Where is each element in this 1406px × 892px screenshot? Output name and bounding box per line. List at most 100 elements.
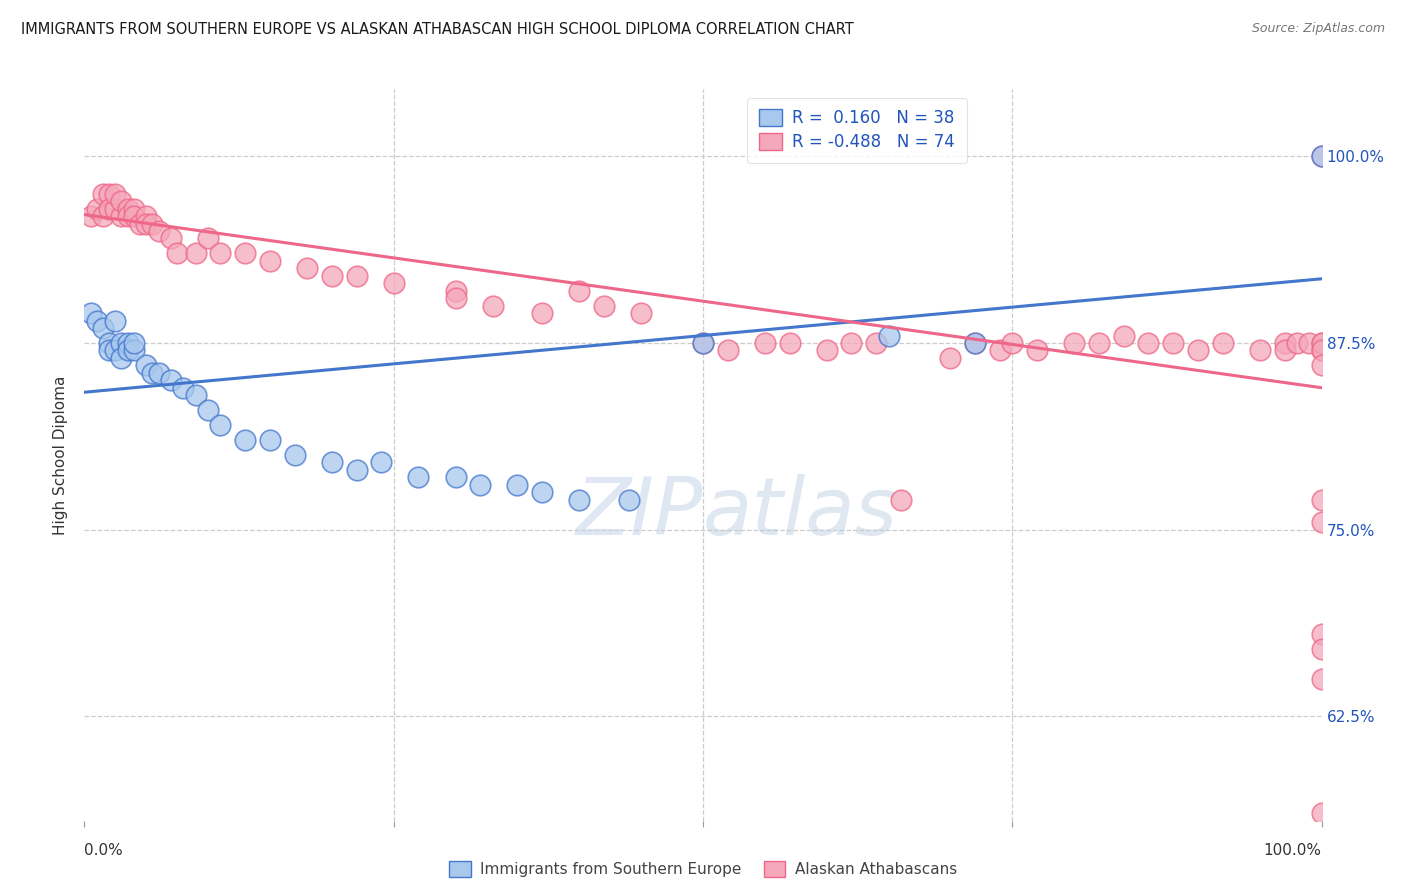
Point (444, 284, 467, 298)
Point (965, 335, 987, 350)
Point (104, 313, 127, 327)
Point (197, 403, 219, 417)
Point (1310, 492, 1333, 507)
Point (568, 492, 591, 507)
Point (841, 335, 863, 350)
Point (117, 202, 139, 216)
Point (506, 477, 529, 491)
Point (988, 343, 1011, 358)
Point (209, 418, 232, 433)
Point (1310, 642, 1333, 657)
Point (531, 306, 554, 320)
Point (110, 209, 132, 223)
Point (444, 470, 467, 484)
Point (98, 186, 121, 201)
Point (122, 343, 145, 358)
Point (91, 186, 114, 201)
Point (692, 335, 714, 350)
Point (86, 313, 108, 327)
Point (779, 335, 801, 350)
Point (1274, 335, 1296, 350)
Point (122, 202, 145, 216)
Point (617, 492, 640, 507)
Point (135, 209, 157, 223)
Point (568, 284, 591, 298)
Point (160, 373, 183, 387)
Point (184, 388, 207, 402)
Point (1310, 335, 1333, 350)
Point (346, 268, 368, 283)
Point (877, 328, 900, 343)
Point (1310, 672, 1333, 686)
Point (890, 492, 912, 507)
Point (1274, 343, 1296, 358)
Point (1026, 343, 1049, 358)
Point (1310, 515, 1333, 529)
Point (1310, 627, 1333, 641)
Point (122, 335, 145, 350)
Text: 0.0%: 0.0% (84, 843, 124, 858)
Point (104, 343, 127, 358)
Point (1001, 335, 1024, 350)
Point (346, 463, 368, 477)
Point (122, 209, 145, 223)
Point (1310, 149, 1333, 163)
Point (110, 335, 132, 350)
Point (117, 335, 139, 350)
Point (1298, 335, 1320, 350)
Point (531, 485, 554, 500)
Point (1249, 343, 1271, 358)
Point (470, 477, 492, 491)
Point (184, 246, 207, 260)
Point (692, 335, 714, 350)
Point (370, 455, 392, 469)
Point (104, 186, 127, 201)
Point (98, 343, 121, 358)
Point (1112, 328, 1135, 343)
Text: IMMIGRANTS FROM SOUTHERN EUROPE VS ALASKAN ATHABASCAN HIGH SCHOOL DIPLOMA CORREL: IMMIGRANTS FROM SOUTHERN EUROPE VS ALASK… (21, 22, 853, 37)
Point (160, 231, 183, 245)
Point (259, 433, 281, 447)
Point (815, 343, 838, 358)
Point (98, 335, 121, 350)
Point (1310, 149, 1333, 163)
Legend: Immigrants from Southern Europe, Alaskan Athabascans: Immigrants from Southern Europe, Alaskan… (440, 852, 966, 886)
Point (148, 366, 170, 380)
Point (172, 381, 194, 395)
Point (86, 202, 108, 216)
Point (593, 299, 616, 313)
Point (98, 202, 121, 216)
Point (110, 194, 132, 209)
Point (141, 217, 163, 231)
Text: Source: ZipAtlas.com: Source: ZipAtlas.com (1251, 22, 1385, 36)
Point (1161, 335, 1184, 350)
Point (939, 351, 962, 365)
Point (1088, 335, 1111, 350)
Point (91, 209, 114, 223)
Point (91, 321, 114, 335)
Point (754, 335, 776, 350)
Text: ZIP: ZIP (575, 475, 703, 552)
Point (79, 209, 101, 223)
Point (321, 268, 343, 283)
Point (1187, 343, 1209, 358)
Point (865, 335, 887, 350)
Point (1310, 359, 1333, 373)
Point (965, 335, 987, 350)
Point (141, 366, 163, 380)
Point (321, 455, 343, 469)
Point (197, 231, 219, 245)
Y-axis label: High School Diploma: High School Diploma (53, 376, 69, 534)
Point (104, 202, 127, 216)
Point (1137, 335, 1160, 350)
Point (79, 306, 101, 320)
Point (630, 306, 652, 320)
Point (1310, 343, 1333, 358)
Text: 100.0%: 100.0% (1264, 843, 1322, 858)
Point (1063, 335, 1085, 350)
Point (1285, 335, 1308, 350)
Point (117, 343, 139, 358)
Point (166, 246, 188, 260)
Point (135, 217, 157, 231)
Point (1310, 343, 1333, 358)
